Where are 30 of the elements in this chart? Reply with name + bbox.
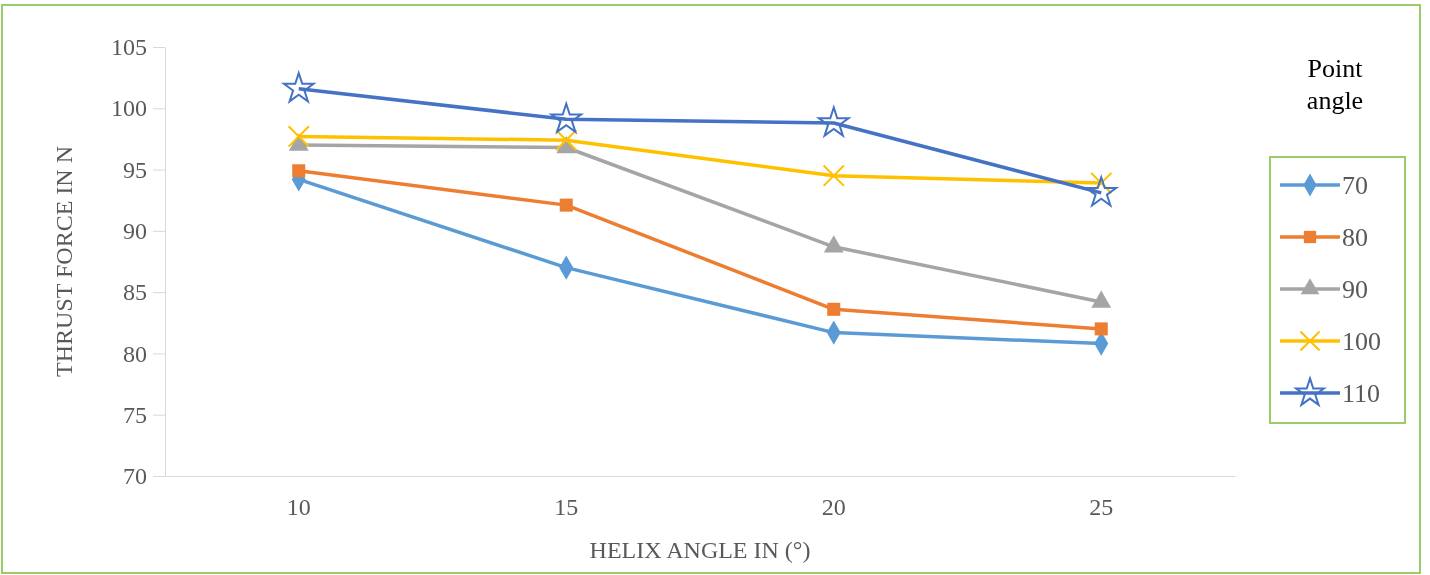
legend-label: 70 (1342, 171, 1368, 200)
y-tick-label: 105 (111, 34, 147, 61)
point (282, 72, 315, 103)
y-tick-label: 70 (123, 463, 147, 490)
point (555, 128, 578, 152)
y-tick-label: 100 (111, 95, 147, 122)
x-tick-label: 25 (1089, 494, 1114, 521)
point (827, 302, 841, 316)
point (292, 164, 306, 178)
legend-label: 100 (1342, 327, 1381, 356)
legend-label: 80 (1342, 223, 1368, 252)
y-tick-label: 75 (123, 401, 147, 428)
y-tick-label: 95 (123, 156, 147, 183)
point (817, 106, 850, 137)
y-tick-label: 80 (123, 340, 147, 367)
point (559, 198, 573, 212)
x-axis-title: HELIX ANGLE IN (°) (589, 537, 811, 563)
point (1094, 322, 1108, 336)
legend-label: 90 (1342, 275, 1368, 304)
x-tick-label: 20 (821, 494, 846, 521)
y-tick-label: 85 (123, 279, 147, 306)
point (287, 125, 310, 148)
x-tick-label: 15 (554, 494, 579, 521)
legend-title: Point angle (1306, 54, 1364, 115)
x-tick-label: 10 (286, 494, 311, 521)
legend-label: 110 (1342, 379, 1381, 408)
y-tick-label: 90 (123, 218, 147, 245)
point (822, 164, 845, 187)
point (1085, 176, 1118, 207)
y-axis-title: THRUST FORCE IN N (51, 146, 77, 377)
